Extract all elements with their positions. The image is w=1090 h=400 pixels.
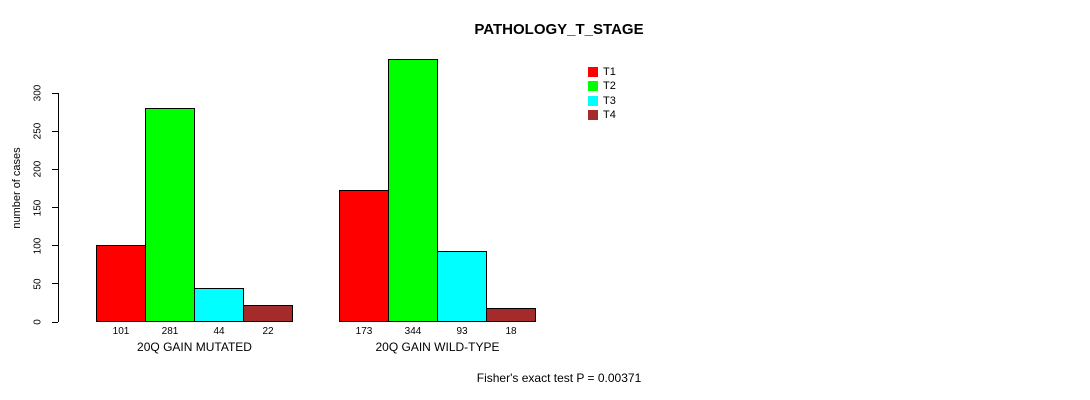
y-tick-mark [52, 245, 58, 247]
bar-t4-group1 [243, 305, 293, 322]
y-tick-label: 250 [32, 122, 44, 140]
y-tick-label: 300 [32, 84, 44, 102]
bar-t2-group1 [145, 107, 195, 322]
legend-swatch-t4 [588, 110, 598, 120]
y-tick-mark [52, 168, 58, 170]
legend-item-t4: T4 [588, 109, 616, 121]
bar-t4-group2 [486, 308, 536, 322]
legend-item-t1: T1 [588, 66, 616, 78]
bar-t1-group1 [96, 244, 146, 322]
y-tick-mark [52, 207, 58, 208]
legend-item-t2: T2 [588, 80, 616, 92]
legend-label-t2: T2 [603, 80, 616, 92]
legend-swatch-t1 [588, 67, 598, 77]
legend-label-t4: T4 [603, 109, 616, 121]
bar-value-label: 93 [456, 326, 468, 337]
y-tick-label: 200 [32, 160, 44, 178]
legend-label-t3: T3 [603, 95, 616, 107]
y-tick-mark [52, 130, 58, 132]
bar-value-label: 281 [161, 326, 179, 337]
bar-value-label: 18 [505, 326, 517, 337]
legend-item-t3: T3 [588, 95, 616, 107]
y-tick-label: 0 [32, 319, 44, 325]
bar-value-label: 101 [112, 326, 130, 337]
x-category-label: 20Q GAIN WILD-TYPE [375, 340, 500, 354]
bar-value-label: 344 [404, 326, 422, 337]
y-tick-mark [52, 283, 58, 285]
bar-t3-group2 [437, 251, 487, 322]
bar-t2-group2 [388, 59, 438, 322]
chart-title: PATHOLOGY_T_STAGE [474, 21, 644, 38]
y-tick-label: 50 [32, 278, 44, 290]
legend-swatch-t2 [588, 81, 598, 91]
bar-value-label: 44 [213, 326, 225, 337]
y-tick-label: 150 [32, 199, 44, 216]
bar-t1-group2 [339, 189, 389, 322]
x-category-label: 20Q GAIN MUTATED [137, 340, 252, 354]
legend-swatch-t3 [588, 96, 598, 106]
y-axis-line [58, 93, 59, 322]
bar-value-label: 173 [355, 326, 373, 337]
legend-label-t1: T1 [603, 66, 616, 78]
y-axis-label: number of cases [11, 147, 23, 229]
annotation-text: Fisher's exact test P = 0.00371 [476, 371, 642, 385]
y-tick-mark [52, 321, 58, 323]
bar-t3-group1 [194, 288, 244, 322]
y-tick-mark [52, 92, 58, 94]
y-tick-label: 100 [32, 237, 44, 254]
bar-value-label: 22 [262, 326, 274, 337]
